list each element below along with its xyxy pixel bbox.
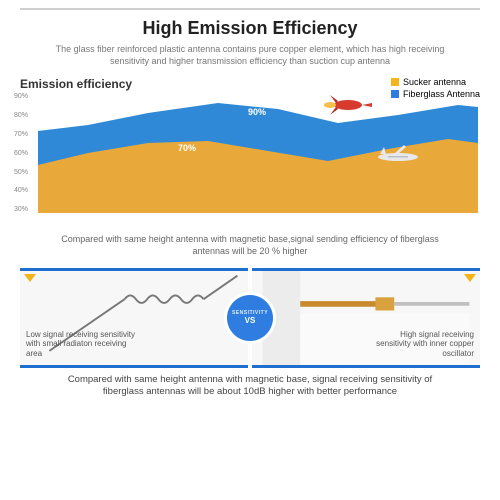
panel-high-signal: High signal receiving sensitivity with i… bbox=[252, 268, 480, 368]
bottom-caption: Compared with same height antenna with m… bbox=[60, 374, 440, 400]
triangle-icon bbox=[24, 274, 36, 282]
svg-text:90%: 90% bbox=[248, 107, 266, 117]
page-subtitle: The glass fiber reinforced plastic anten… bbox=[50, 43, 450, 67]
y-axis-labels: 90% 80% 70% 60% 50% 40% 30% bbox=[14, 93, 28, 213]
legend-swatch-sucker bbox=[391, 78, 399, 86]
svg-text:70%: 70% bbox=[178, 143, 196, 153]
page-title: High Emission Efficiency bbox=[20, 18, 480, 39]
top-rule bbox=[20, 8, 480, 10]
vs-badge: SENSITIVITY VS bbox=[227, 295, 273, 341]
panel-low-signal: Low signal receiving sensitivity with sm… bbox=[20, 268, 248, 368]
chart-svg: 90% 70% bbox=[38, 93, 478, 213]
chart-caption: Compared with same height antenna with m… bbox=[60, 233, 440, 257]
panel-left-label: Low signal receiving sensitivity with sm… bbox=[26, 330, 136, 359]
panel-right-label: High signal receiving sensitivity with i… bbox=[364, 330, 474, 359]
emission-chart: Emission efficiency Sucker antenna Fiber… bbox=[20, 77, 480, 227]
legend-label-sucker: Sucker antenna bbox=[403, 77, 466, 87]
triangle-icon bbox=[464, 274, 476, 282]
compare-row: Low signal receiving sensitivity with sm… bbox=[20, 268, 480, 368]
